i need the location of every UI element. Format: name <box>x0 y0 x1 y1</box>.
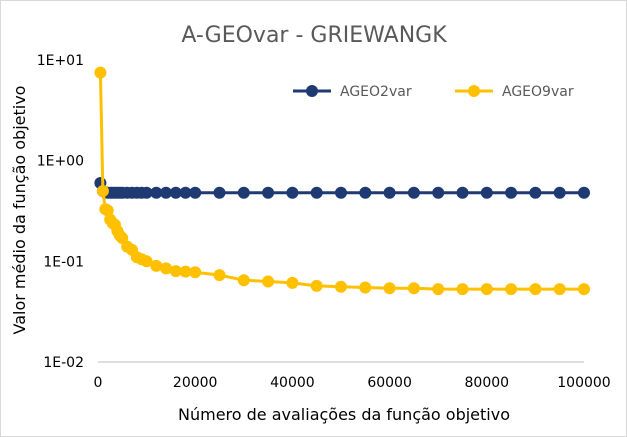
data-point <box>237 186 250 199</box>
data-point <box>160 262 172 275</box>
legend-label: AGEO9var <box>502 84 574 100</box>
data-point <box>160 186 172 199</box>
data-point <box>456 186 469 199</box>
data-point <box>286 186 299 199</box>
legend-item-ageo9var: AGEO9var <box>455 84 574 100</box>
data-point <box>480 186 493 199</box>
data-point <box>96 185 109 197</box>
data-point <box>310 279 323 292</box>
series-ageo9var <box>94 66 590 296</box>
data-point <box>310 186 323 199</box>
data-point <box>383 282 396 295</box>
legend: AGEO2var AGEO9var <box>293 84 574 100</box>
series-layer <box>94 66 590 296</box>
data-point <box>505 283 518 296</box>
axes: 0 20000 40000 60000 80000 100000 1E-02 1E-01 1E+… <box>37 53 611 391</box>
data-point <box>578 186 590 199</box>
legend-swatch-marker <box>468 85 480 97</box>
data-point <box>150 186 163 199</box>
data-point <box>480 283 493 296</box>
data-point <box>553 186 566 199</box>
y-tick-label: 1E+01 <box>37 53 84 69</box>
series-ageo2var <box>94 177 590 199</box>
chart-title: A-GEOvar - GRIEWANGK <box>181 23 447 48</box>
y-axis-title: Valor médio da função objetivo <box>10 86 29 335</box>
data-point <box>169 186 182 199</box>
data-point <box>213 269 226 282</box>
series-line <box>98 72 584 291</box>
data-point <box>179 265 192 278</box>
data-point <box>432 186 445 199</box>
legend-item-ageo2var: AGEO2var <box>293 84 412 100</box>
data-point <box>359 281 372 294</box>
y-tick-label: 1E-01 <box>43 254 84 270</box>
data-point <box>150 259 163 272</box>
legend-label: AGEO2var <box>340 84 412 100</box>
x-tick-label: 40000 <box>270 375 315 391</box>
data-point <box>529 283 542 296</box>
y-tick-label: 1E+00 <box>37 154 84 170</box>
data-point <box>140 186 153 199</box>
y-tick-label: 1E-02 <box>43 355 84 371</box>
data-point <box>335 280 347 293</box>
data-point <box>262 275 275 288</box>
data-point <box>94 66 107 79</box>
data-point <box>335 186 347 199</box>
data-point <box>505 186 518 199</box>
legend-swatch-marker <box>306 85 318 97</box>
data-point <box>262 186 275 199</box>
x-tick-label: 0 <box>94 375 103 391</box>
data-point <box>101 204 114 217</box>
data-point <box>237 274 250 287</box>
data-point <box>140 255 153 268</box>
x-tick-label: 100000 <box>557 375 610 391</box>
x-tick-label: 60000 <box>367 375 412 391</box>
data-point <box>359 186 372 199</box>
data-point <box>179 186 192 199</box>
data-point <box>432 283 445 296</box>
data-point <box>383 186 396 199</box>
data-point <box>553 283 566 296</box>
x-axis-title: Número de avaliações da função objetivo <box>178 405 510 424</box>
data-point <box>286 276 299 289</box>
x-tick-label: 20000 <box>173 375 218 391</box>
data-point <box>529 186 542 199</box>
data-point <box>456 283 469 296</box>
data-point <box>213 186 226 199</box>
data-point <box>407 186 420 199</box>
data-point <box>189 266 202 279</box>
data-point <box>169 265 182 278</box>
data-point <box>407 282 420 295</box>
data-point <box>578 283 590 296</box>
x-tick-label: 80000 <box>465 375 510 391</box>
data-point <box>189 186 202 199</box>
